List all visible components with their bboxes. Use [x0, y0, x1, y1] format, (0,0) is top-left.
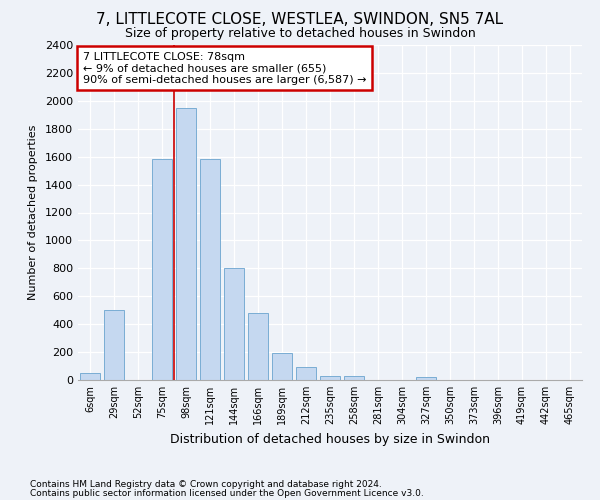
Text: Contains public sector information licensed under the Open Government Licence v3: Contains public sector information licen…: [30, 490, 424, 498]
Bar: [344, 376, 364, 380]
X-axis label: Distribution of detached houses by size in Swindon: Distribution of detached houses by size …: [170, 432, 490, 446]
Bar: [80, 373, 100, 380]
Text: Contains HM Land Registry data © Crown copyright and database right 2024.: Contains HM Land Registry data © Crown c…: [30, 480, 382, 489]
Bar: [320, 376, 340, 380]
Bar: [416, 377, 436, 380]
Bar: [296, 368, 316, 380]
Text: Size of property relative to detached houses in Swindon: Size of property relative to detached ho…: [125, 28, 475, 40]
Text: 7, LITTLECOTE CLOSE, WESTLEA, SWINDON, SN5 7AL: 7, LITTLECOTE CLOSE, WESTLEA, SWINDON, S…: [97, 12, 503, 28]
Text: 7 LITTLECOTE CLOSE: 78sqm
← 9% of detached houses are smaller (655)
90% of semi-: 7 LITTLECOTE CLOSE: 78sqm ← 9% of detach…: [83, 52, 367, 85]
Y-axis label: Number of detached properties: Number of detached properties: [28, 125, 38, 300]
Bar: [200, 160, 220, 380]
Bar: [152, 160, 172, 380]
Bar: [272, 354, 292, 380]
Bar: [104, 310, 124, 380]
Bar: [248, 313, 268, 380]
Bar: [176, 108, 196, 380]
Bar: [224, 268, 244, 380]
